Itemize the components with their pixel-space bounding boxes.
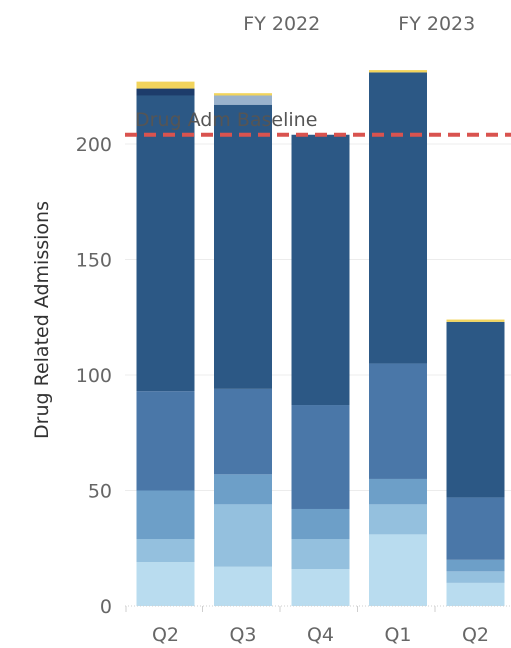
bar-segment — [291, 405, 350, 509]
bar-segment — [136, 95, 195, 392]
bar-segment — [136, 562, 195, 606]
x-tick-label: Q1 — [384, 624, 411, 646]
bar-segment — [136, 391, 195, 491]
y-tick-label: 150 — [76, 250, 112, 272]
column-header: FY 2023 — [398, 13, 475, 35]
y-tick-label: 200 — [76, 134, 112, 156]
bar-segment — [369, 363, 427, 479]
x-tick-label: Q4 — [307, 624, 334, 646]
axes — [125, 605, 511, 612]
bar-segment — [446, 321, 505, 498]
bar-segment — [446, 582, 505, 606]
bar-segment — [214, 566, 272, 606]
bar-segment — [446, 559, 505, 572]
y-tick-label: 0 — [100, 596, 112, 618]
bar-segment — [369, 478, 427, 505]
x-tick-label: Q3 — [229, 624, 256, 646]
column-headers: FY 2022 FY 2023 — [243, 13, 475, 35]
bar-segment — [136, 88, 195, 96]
bar-segment — [214, 388, 272, 475]
y-tick-label: 50 — [88, 481, 112, 503]
bar-segment — [214, 504, 272, 567]
x-tick-label: Q2 — [462, 624, 489, 646]
bar-segment — [369, 504, 427, 535]
bar-segment — [136, 539, 195, 563]
bar-segment — [446, 571, 505, 583]
bar-segment — [291, 569, 350, 606]
column-header: FY 2022 — [243, 13, 320, 35]
bar-segment — [369, 70, 427, 73]
bar-segment — [214, 95, 272, 105]
bar-segment — [214, 104, 272, 389]
reference-line-group: Drug Adm Baseline — [125, 109, 511, 137]
bar-segment — [214, 93, 272, 96]
bar-segment — [291, 539, 350, 570]
y-axis-title: Drug Related Admissions — [31, 201, 53, 439]
bar-segment — [214, 474, 272, 505]
bar-segment — [136, 490, 195, 540]
bars — [136, 70, 505, 606]
bar-segment — [291, 508, 350, 540]
tick-labels: 0 50 100 150 200 Q2 Q3 Q4 Q1 Q2 — [76, 134, 489, 646]
bar-segment — [369, 534, 427, 606]
reference-line-label: Drug Adm Baseline — [135, 109, 317, 131]
bar-segment — [291, 134, 350, 406]
y-tick-label: 100 — [76, 365, 112, 387]
x-tick-label: Q2 — [152, 624, 179, 646]
bar-segment — [369, 72, 427, 364]
bar-segment — [136, 81, 195, 89]
bar-segment — [446, 497, 505, 560]
bar-segment — [446, 319, 505, 322]
